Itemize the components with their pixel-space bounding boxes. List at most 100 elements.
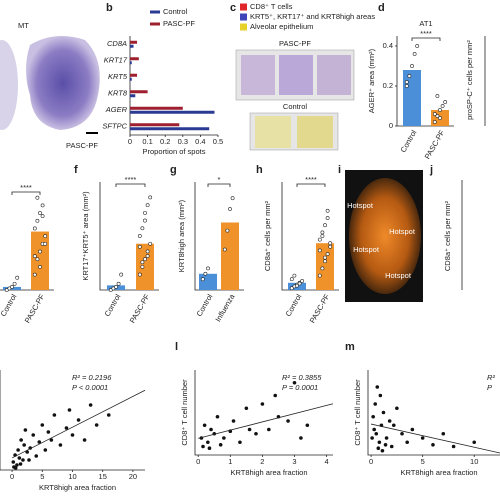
data-point xyxy=(140,264,145,269)
data-point xyxy=(391,423,396,428)
data-point xyxy=(378,393,383,398)
x-tick-label: 10 xyxy=(68,472,76,481)
data-point xyxy=(244,406,249,411)
image-title: PASC-PF xyxy=(279,39,311,48)
category-label: KRT17 xyxy=(104,56,128,65)
x-tick-label: 10 xyxy=(470,457,478,466)
x-tick-label: 0 xyxy=(369,457,373,466)
data-point xyxy=(32,254,37,259)
data-point xyxy=(43,448,48,452)
legend-label: Control xyxy=(163,7,188,16)
data-point xyxy=(43,234,48,239)
p-value: P = 0.0001 xyxy=(282,383,318,392)
data-point xyxy=(320,234,325,238)
significance: **** xyxy=(305,175,317,184)
data-point xyxy=(371,414,375,419)
legend-label: KRT5⁺, KRT17⁺ and KRT8high areas xyxy=(250,12,375,21)
hotspot-label: Hotspot xyxy=(385,271,412,280)
bar xyxy=(130,77,132,81)
bar xyxy=(136,243,154,290)
category-label: KRT5 xyxy=(108,72,128,81)
data-point xyxy=(38,211,42,215)
data-point xyxy=(15,463,19,467)
data-point xyxy=(38,265,42,269)
data-point xyxy=(114,285,118,289)
data-point xyxy=(317,237,322,242)
category-label: PASC-PF xyxy=(23,292,47,325)
data-point xyxy=(19,438,23,442)
data-point xyxy=(320,230,325,235)
data-point xyxy=(375,385,380,389)
axis xyxy=(0,370,145,471)
significance-bracket xyxy=(296,183,326,187)
x-tick-label: 0.4 xyxy=(195,137,205,146)
data-point xyxy=(325,252,330,256)
significance-bracket xyxy=(115,183,146,187)
data-point xyxy=(380,448,385,453)
hotspot-image xyxy=(349,178,421,294)
data-point xyxy=(145,254,150,258)
data-point xyxy=(40,214,45,219)
data-point xyxy=(328,244,333,249)
x-tick-label: 20 xyxy=(129,472,137,481)
hotspot-label: Hotspot xyxy=(353,245,380,254)
data-point xyxy=(40,203,45,208)
data-point xyxy=(328,241,333,246)
data-point xyxy=(254,431,258,436)
panel-label: m xyxy=(345,341,355,353)
bar xyxy=(130,44,134,48)
x-tick-label: 1 xyxy=(228,457,232,466)
data-point xyxy=(381,410,386,415)
y-tick-label: 0 xyxy=(389,121,393,130)
panel-label: f xyxy=(74,164,78,176)
data-point xyxy=(143,218,147,223)
data-point xyxy=(148,241,153,246)
x-tick-label: 15 xyxy=(99,472,107,481)
data-point xyxy=(410,427,415,432)
legend-swatch xyxy=(240,23,247,31)
data-point xyxy=(21,458,25,462)
significance: * xyxy=(218,175,221,184)
data-point xyxy=(300,279,305,283)
data-point xyxy=(201,444,205,449)
data-point xyxy=(432,120,437,124)
category-label: CD8A xyxy=(107,39,127,48)
data-point xyxy=(325,208,330,213)
legend-label: PASC-PF xyxy=(163,19,195,28)
category-label: PASC-PF xyxy=(128,292,152,325)
x-tick-label: 0 xyxy=(128,137,132,146)
category-label: KRT8 xyxy=(108,89,128,98)
data-point xyxy=(94,423,99,427)
category-label: Control xyxy=(195,292,215,318)
panel-label: h xyxy=(256,164,263,176)
regression-line xyxy=(198,403,334,439)
data-point xyxy=(373,402,378,406)
data-point xyxy=(389,444,394,449)
data-point xyxy=(137,272,142,277)
axis xyxy=(129,36,218,136)
data-point xyxy=(440,104,445,108)
data-point xyxy=(317,248,322,253)
legend-swatch xyxy=(240,13,247,21)
x-tick-label: 5 xyxy=(40,472,44,481)
data-point xyxy=(58,443,63,447)
r-squared: R² = 0.3855 xyxy=(282,373,322,382)
data-point xyxy=(200,277,205,282)
x-tick-label: 0.2 xyxy=(160,137,170,146)
panel-label: j xyxy=(429,164,433,176)
r-squared: R² = 0.2196 xyxy=(72,373,112,382)
panel-c-images xyxy=(235,49,355,151)
significance-bracket xyxy=(207,183,231,187)
bar xyxy=(130,40,138,44)
panel-label: b xyxy=(106,2,113,14)
data-point xyxy=(209,427,213,432)
panel-label: d xyxy=(378,2,385,14)
data-point xyxy=(106,413,111,417)
data-point xyxy=(438,108,442,112)
data-point xyxy=(407,74,412,78)
data-point xyxy=(299,436,303,440)
hotspot-label: Hotspot xyxy=(389,227,416,236)
data-point xyxy=(435,114,440,118)
hotspot-label: Hotspot xyxy=(347,201,374,210)
